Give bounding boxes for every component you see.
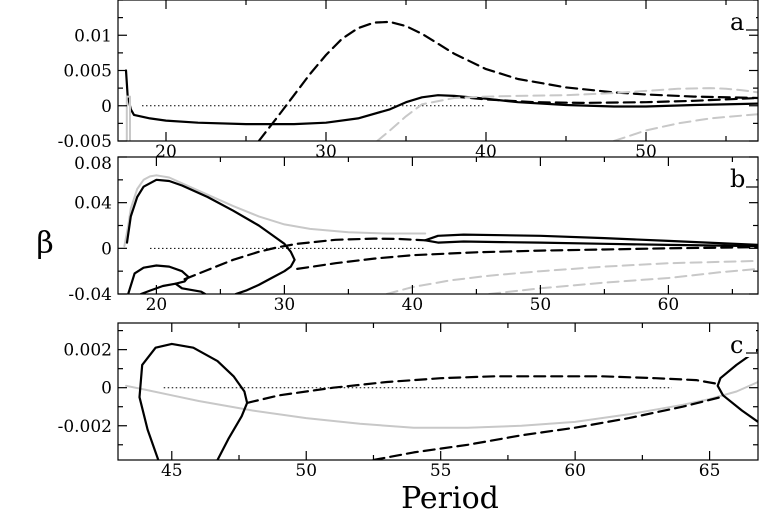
x-tick-label: 45 xyxy=(161,461,183,481)
y-tick-label: 0.005 xyxy=(63,62,112,82)
series-curve-9 xyxy=(385,259,758,294)
series-curve-1 xyxy=(124,69,758,126)
series-curve-4 xyxy=(125,95,131,141)
x-tick-label: 40 xyxy=(475,142,497,162)
series-curve-1 xyxy=(123,174,427,248)
y-tick-label: 0.002 xyxy=(63,341,112,361)
series-curve-6 xyxy=(613,113,758,141)
panel-label: b xyxy=(730,165,745,193)
x-tick-label: 65 xyxy=(699,461,721,481)
series-curve-3 xyxy=(452,95,758,104)
series-curve-5 xyxy=(424,233,758,246)
y-tick-label: 0.01 xyxy=(74,26,112,46)
series-curve-3 xyxy=(246,375,719,404)
y-tick-label: -0.005 xyxy=(58,132,112,152)
series-curve-6 xyxy=(424,239,758,248)
series-curve-3 xyxy=(127,264,190,294)
panel-label: c xyxy=(730,331,743,359)
x-tick-label: 60 xyxy=(658,295,680,315)
series-curve-8 xyxy=(296,246,758,270)
series-curve-5 xyxy=(376,87,758,141)
x-tick-label: 40 xyxy=(402,295,424,315)
panel-label: a xyxy=(730,8,744,36)
x-tick-label: 60 xyxy=(564,461,586,481)
panel-c: 45 50 55 60 65 -0.002 0 0.002 c xyxy=(58,322,759,481)
x-tick-label: 30 xyxy=(315,142,337,162)
x-tick-label: 50 xyxy=(635,142,657,162)
panel-b: 20 30 40 50 60 -0.04 0 0.04 0.08 b xyxy=(68,154,759,315)
series-curve-4 xyxy=(174,282,207,294)
panel-a: 20 30 40 50 -0.005 0 0.005 0.01 a xyxy=(58,0,759,162)
plot-frame xyxy=(117,156,759,295)
y-tick-label: 0 xyxy=(101,97,112,117)
x-axis-label: Period xyxy=(401,481,499,516)
x-tick-label: 30 xyxy=(274,295,296,315)
y-tick-label: -0.04 xyxy=(68,285,112,305)
x-tick-label: 55 xyxy=(430,461,452,481)
series-curve-2 xyxy=(257,20,758,141)
y-tick-label: 0 xyxy=(101,239,112,259)
y-tick-label: 0.08 xyxy=(74,154,112,174)
plot-frame xyxy=(117,322,759,461)
series-curve-10 xyxy=(488,267,758,294)
y-tick-label: 0.04 xyxy=(74,194,112,214)
y-axis-label: β xyxy=(36,226,53,261)
series-curve-5 xyxy=(716,348,758,423)
y-tick-label: -0.002 xyxy=(58,417,112,437)
x-tick-label: 50 xyxy=(530,295,552,315)
series-curve-2 xyxy=(138,342,249,460)
x-tick-label: 20 xyxy=(146,295,168,315)
series-curve-7 xyxy=(183,237,427,281)
plot-frame xyxy=(117,0,759,142)
x-tick-label: 20 xyxy=(155,142,177,162)
series-curve-1 xyxy=(125,381,758,429)
series-curve-4 xyxy=(372,396,722,460)
y-tick-label: 0 xyxy=(101,379,112,399)
x-tick-label: 50 xyxy=(295,461,317,481)
series-curve-2 xyxy=(125,178,296,294)
